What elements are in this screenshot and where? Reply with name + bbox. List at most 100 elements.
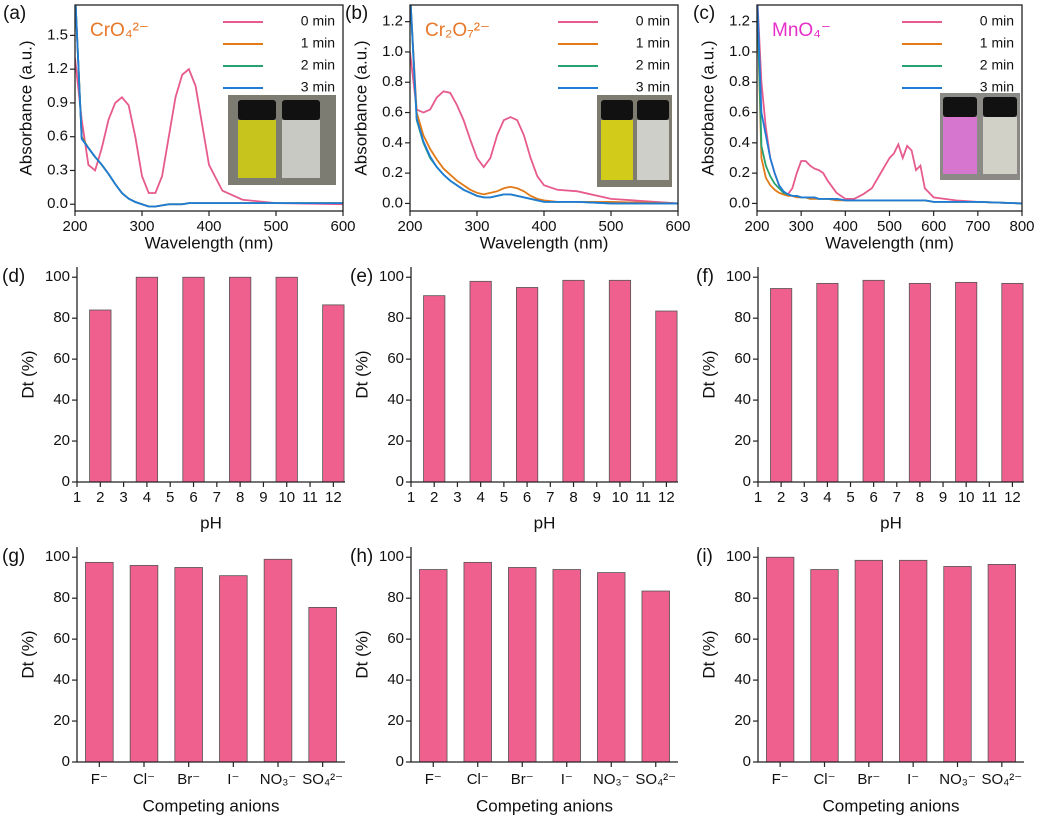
x-tick-label: Br⁻ <box>177 771 200 788</box>
x-tick-label: 2 <box>96 489 104 506</box>
x-tick-label: 8 <box>916 489 924 506</box>
panel-label: (b) <box>345 3 368 24</box>
bar <box>419 570 447 762</box>
x-axis-label: Competing anions <box>822 796 959 815</box>
y-tick-label: 0.8 <box>382 73 403 90</box>
bar <box>553 570 581 762</box>
panel-label: (e) <box>350 266 373 287</box>
x-tick-label: 5 <box>846 489 854 506</box>
bar <box>642 591 670 762</box>
panel-label: (f) <box>696 266 714 287</box>
x-tick-label: 500 <box>598 218 623 235</box>
axes <box>77 547 345 762</box>
x-tick-label: 500 <box>263 218 288 235</box>
y-tick-label: 80 <box>734 309 751 326</box>
legend-label: 2 min <box>301 57 335 73</box>
x-tick-label: 12 <box>325 489 342 506</box>
x-tick-label: NO₃⁻ <box>260 771 297 788</box>
x-tick-label: 12 <box>1004 489 1021 506</box>
y-tick-label: 60 <box>734 630 751 647</box>
x-tick-label: NO₃⁻ <box>939 771 976 788</box>
x-tick-label: NO₃⁻ <box>593 771 630 788</box>
y-tick-label: 0 <box>62 473 70 490</box>
x-tick-label: F⁻ <box>772 771 789 788</box>
legend-label: 3 min <box>636 79 670 95</box>
y-tick-label: 0.6 <box>47 128 68 145</box>
bar <box>464 562 492 762</box>
legend-label: 1 min <box>636 35 670 51</box>
bar <box>130 565 158 762</box>
y-axis-label: Absorbance (a.u.) <box>351 40 370 175</box>
legend-label: 2 min <box>636 57 670 73</box>
y-tick-label: 0.3 <box>47 161 68 178</box>
inset-photo <box>597 95 672 187</box>
y-tick-label: 40 <box>387 671 404 688</box>
bar <box>656 311 677 482</box>
panel: (h)020406080100F⁻Cl⁻Br⁻I⁻NO₃⁻SO₄²⁻Compet… <box>350 546 678 815</box>
axes <box>411 267 678 482</box>
x-tick-label: 9 <box>939 489 947 506</box>
y-tick-label: 1.0 <box>729 43 750 60</box>
x-tick-label: SO₄²⁻ <box>302 771 343 788</box>
y-tick-label: 60 <box>387 350 404 367</box>
y-tick-label: 100 <box>726 268 751 285</box>
bar <box>609 280 630 482</box>
y-tick-label: 20 <box>734 712 751 729</box>
legend-label: 0 min <box>301 13 335 29</box>
y-tick-label: 0 <box>396 473 404 490</box>
x-axis-label: Wavelength (nm) <box>145 233 274 252</box>
y-tick-label: 80 <box>387 309 404 326</box>
x-tick-label: 300 <box>129 218 154 235</box>
x-tick-label: Cl⁻ <box>133 771 155 788</box>
y-tick-label: 0.0 <box>729 194 750 211</box>
y-axis-label: Absorbance (a.u.) <box>16 40 35 175</box>
y-tick-label: 100 <box>45 548 70 565</box>
bar <box>956 282 977 482</box>
x-tick-label: 300 <box>464 218 489 235</box>
bar <box>988 564 1015 762</box>
y-tick-label: 40 <box>734 391 751 408</box>
y-tick-label: 0 <box>62 753 70 770</box>
x-tick-label: 7 <box>893 489 901 506</box>
bar <box>909 283 930 482</box>
x-tick-label: 200 <box>744 218 769 235</box>
bar <box>811 570 838 762</box>
y-tick-label: 0.4 <box>382 134 403 151</box>
x-tick-label: 200 <box>62 218 87 235</box>
y-tick-label: 40 <box>53 391 70 408</box>
panel: (d)020406080100123456789101112pHDt (%) <box>2 266 345 532</box>
bar <box>136 277 157 482</box>
y-tick-label: 0.9 <box>47 94 68 111</box>
x-tick-label: 1 <box>754 489 762 506</box>
x-tick-label: 3 <box>119 489 127 506</box>
y-tick-label: 100 <box>45 268 70 285</box>
x-tick-label: 10 <box>278 489 295 506</box>
x-tick-label: 9 <box>259 489 267 506</box>
x-tick-label: 1 <box>407 489 415 506</box>
y-tick-label: 1.0 <box>382 43 403 60</box>
y-tick-label: 100 <box>379 268 404 285</box>
y-tick-label: 20 <box>387 432 404 449</box>
legend-label: 0 min <box>636 13 670 29</box>
y-axis-label: Dt (%) <box>352 630 371 678</box>
x-tick-label: F⁻ <box>91 771 108 788</box>
legend-label: 3 min <box>980 79 1014 95</box>
x-tick-label: 600 <box>665 218 690 235</box>
x-tick-label: 10 <box>612 489 629 506</box>
x-tick-label: 5 <box>166 489 174 506</box>
x-tick-label: Cl⁻ <box>813 771 835 788</box>
y-tick-label: 20 <box>387 712 404 729</box>
y-tick-label: 100 <box>379 548 404 565</box>
y-tick-label: 0.6 <box>382 104 403 121</box>
annotation: MnO₄⁻ <box>772 20 831 41</box>
y-tick-label: 60 <box>387 630 404 647</box>
y-tick-label: 1.2 <box>47 60 68 77</box>
y-tick-label: 40 <box>734 671 751 688</box>
y-tick-label: 0.6 <box>729 104 750 121</box>
bar <box>90 310 111 482</box>
bar <box>855 560 882 762</box>
y-tick-label: 100 <box>726 548 751 565</box>
panel: (i)020406080100F⁻Cl⁻Br⁻I⁻NO₃⁻SO₄²⁻Compet… <box>696 546 1024 815</box>
legend-label: 3 min <box>301 79 335 95</box>
